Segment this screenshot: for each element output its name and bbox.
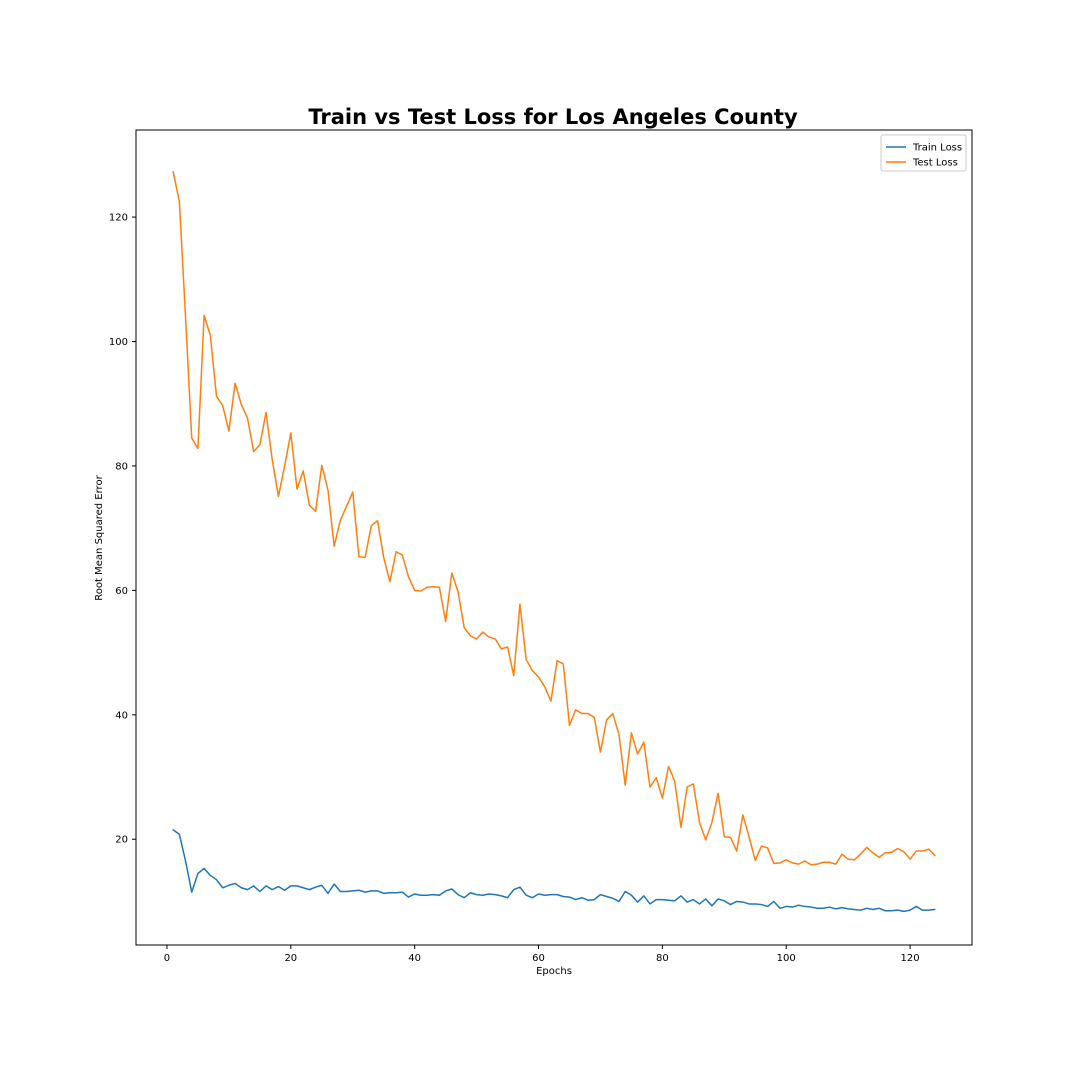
x-tick-label: 80 (656, 953, 669, 964)
x-tick-label: 100 (777, 953, 796, 964)
legend-label: Train Loss (912, 143, 962, 154)
chart-title: Train vs Test Loss for Los Angeles Count… (308, 105, 798, 129)
x-tick-label: 60 (532, 953, 545, 964)
x-tick-label: 0 (164, 953, 170, 964)
x-tick-label: 120 (901, 953, 920, 964)
y-tick-label: 60 (115, 586, 128, 597)
series-layer (172, 170, 936, 913)
x-axis-label: Epochs (536, 966, 572, 977)
x-tick-label: 40 (408, 953, 421, 964)
y-tick-label: 100 (109, 337, 128, 348)
series-line-train-loss (172, 829, 936, 913)
y-tick-label: 80 (115, 461, 128, 472)
legend-label: Test Loss (912, 158, 958, 169)
plot-frame (135, 129, 973, 946)
legend: Train Loss Test Loss (880, 134, 967, 172)
y-tick-label: 120 (109, 213, 128, 224)
y-axis: 20 40 60 80 100 120 (109, 213, 136, 846)
y-tick-label: 20 (115, 835, 128, 846)
plot-area (136, 130, 972, 945)
y-axis-label: Root Mean Squared Error (94, 474, 105, 600)
x-axis: 0 20 40 60 80 100 120 (164, 945, 920, 964)
y-tick-label: 40 (115, 710, 128, 721)
series-line-test-loss (172, 170, 936, 866)
x-tick-label: 20 (284, 953, 297, 964)
